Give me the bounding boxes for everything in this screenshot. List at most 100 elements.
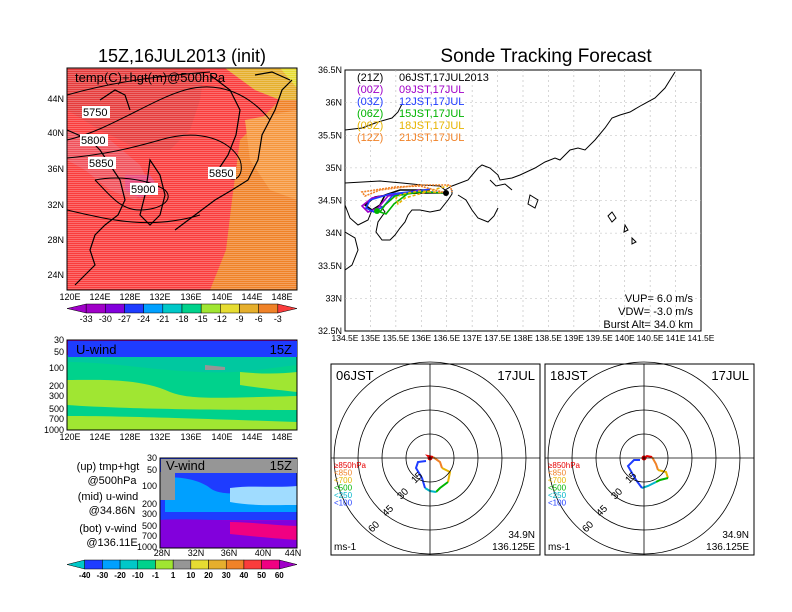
colorbar-segment xyxy=(66,303,87,314)
colorbar-label: -18 xyxy=(175,314,188,324)
hodograph-segment xyxy=(657,469,669,479)
colorbar-label: -6 xyxy=(255,314,263,324)
colorbar-segment xyxy=(155,559,174,570)
x-tick-label: 136E xyxy=(180,292,201,302)
note-line: @34.86N xyxy=(89,505,136,517)
x-tick-label: 135.5E xyxy=(382,333,409,343)
colorbar-segment xyxy=(66,559,85,570)
colorbar-label: -15 xyxy=(195,314,208,324)
note-line: (up) tmp+hgt xyxy=(77,461,140,473)
x-tick-label: 141.5E xyxy=(688,333,715,343)
x-tick-label: 148E xyxy=(271,292,292,302)
x-tick-label: 140E xyxy=(211,292,232,302)
map-panel-label: temp(C)+hgt(m)@500hPa xyxy=(75,70,226,85)
colorbar-segment xyxy=(200,303,221,314)
colorbar-segment xyxy=(137,559,156,570)
map-x-ticks: 120E 124E 128E 132E 136E 140E 144E 148E xyxy=(59,292,292,302)
colorbar-segment xyxy=(105,303,125,314)
track-params: VUP= 6.0 m/s VDW= -3.0 m/s Burst Alt= 34… xyxy=(603,293,693,331)
hodograph-label: 06JST xyxy=(336,368,374,383)
y-tick-label: 100 xyxy=(142,481,157,491)
x-tick-label: 128E xyxy=(119,432,140,442)
colorbar-segment xyxy=(181,303,202,314)
x-tick-label: 138.5E xyxy=(535,333,562,343)
colorbar-segment xyxy=(172,559,192,570)
hodograph-segment xyxy=(651,456,659,471)
colorbar-label: 1 xyxy=(171,571,176,580)
legend-time: 06JST,17JUL2013 xyxy=(399,72,489,84)
track-y-ticks: 36.5N 36N 35.5N 35N 34.5N 34N 33.5N 33N 32.5N xyxy=(318,65,342,336)
y-tick-label: 34N xyxy=(325,228,342,238)
wind-colorbar: -40 -30 -20 -10 -1 1 10 20 30 40 50 60 xyxy=(66,559,298,580)
colorbar-segment xyxy=(258,303,279,314)
y-tick-label: 30 xyxy=(147,453,157,463)
level-label: <850 xyxy=(548,469,567,478)
y-tick-label: 36.5N xyxy=(318,65,342,75)
param-line: Burst Alt= 34.0 km xyxy=(603,319,693,331)
x-tick-label: 148E xyxy=(271,432,292,442)
legend-time: 18JST,17JUL xyxy=(399,120,464,132)
v-wind-x-ticks: 28N 32N 36N 40N 44N xyxy=(154,548,302,558)
colorbar-label: 50 xyxy=(257,571,266,580)
colorbar-segment xyxy=(261,559,280,570)
level-label: <500 xyxy=(548,484,567,493)
x-tick-label: 135E xyxy=(360,333,380,343)
track-03z xyxy=(364,188,447,213)
level-label: <250 xyxy=(548,491,567,500)
x-tick-label: 140E xyxy=(615,333,635,343)
colorbar-label: 40 xyxy=(239,571,248,580)
level-label: <250 xyxy=(334,491,353,500)
legend-time: 21JST,17JUL xyxy=(399,132,464,144)
y-tick-label: 100 xyxy=(49,363,64,373)
x-tick-label: 144E xyxy=(241,432,262,442)
y-tick-label: 500 xyxy=(142,521,157,531)
legend-code: (12Z) xyxy=(357,132,383,144)
colorbar-label: -27 xyxy=(118,314,131,324)
colorbar-segment xyxy=(243,559,262,570)
x-tick-label: 32N xyxy=(188,548,205,558)
track-12z xyxy=(360,184,453,197)
x-tick-label: 137E xyxy=(462,333,482,343)
legend-code: (03Z) xyxy=(357,96,383,108)
y-tick-label: 32N xyxy=(47,200,64,210)
level-label: <100 xyxy=(548,499,567,508)
x-tick-label: 136.5E xyxy=(433,333,460,343)
contour-label: 5900 xyxy=(131,184,155,196)
x-tick-label: 136E xyxy=(180,432,201,442)
colorbar-label: -10 xyxy=(132,571,144,580)
hodograph-lat: 34.9N xyxy=(508,530,535,541)
y-tick-label: 700 xyxy=(142,531,157,541)
y-tick-label: 28N xyxy=(47,235,64,245)
colorbar-segment xyxy=(225,559,245,570)
x-tick-label: 140.5E xyxy=(637,333,664,343)
hodograph-date: 17JUL xyxy=(711,368,749,383)
u-wind-x-ticks: 120E 124E 128E 132E 136E 140E 144E 148E xyxy=(59,432,292,442)
colorbar-segment xyxy=(102,559,121,570)
colorbar-label: -12 xyxy=(214,314,227,324)
y-tick-label: 30 xyxy=(54,335,64,345)
level-label: <500 xyxy=(334,484,353,493)
temperature-map: temp(C)+hgt(m)@500hPa 5750 5800 5850 590… xyxy=(47,67,298,324)
y-tick-label: 40N xyxy=(47,128,64,138)
y-tick-label: 32.5N xyxy=(318,326,342,336)
y-tick-label: 50 xyxy=(54,347,64,357)
x-tick-label: 141E xyxy=(666,333,686,343)
panel-notes: (up) tmp+hgt @500hPa (mid) u-wind @34.86… xyxy=(77,461,140,549)
track-grid xyxy=(345,70,701,331)
hodograph-lon: 136.125E xyxy=(492,542,535,553)
y-tick-label: 1000 xyxy=(137,542,157,552)
colorbar-label: -1 xyxy=(152,571,160,580)
y-tick-label: 200 xyxy=(142,499,157,509)
x-tick-label: 144E xyxy=(241,292,262,302)
colorbar-segment xyxy=(190,559,209,570)
colorbar-label: -3 xyxy=(274,314,282,324)
y-tick-label: 300 xyxy=(142,509,157,519)
contour-labels: 5750 5800 5850 5900 5850 xyxy=(80,106,236,196)
contour-label: 5750 xyxy=(83,107,107,119)
right-title: Sonde Tracking Forecast xyxy=(440,46,652,67)
x-tick-label: 128E xyxy=(119,292,140,302)
y-tick-label: 44N xyxy=(47,94,64,104)
x-tick-label: 120E xyxy=(59,432,80,442)
